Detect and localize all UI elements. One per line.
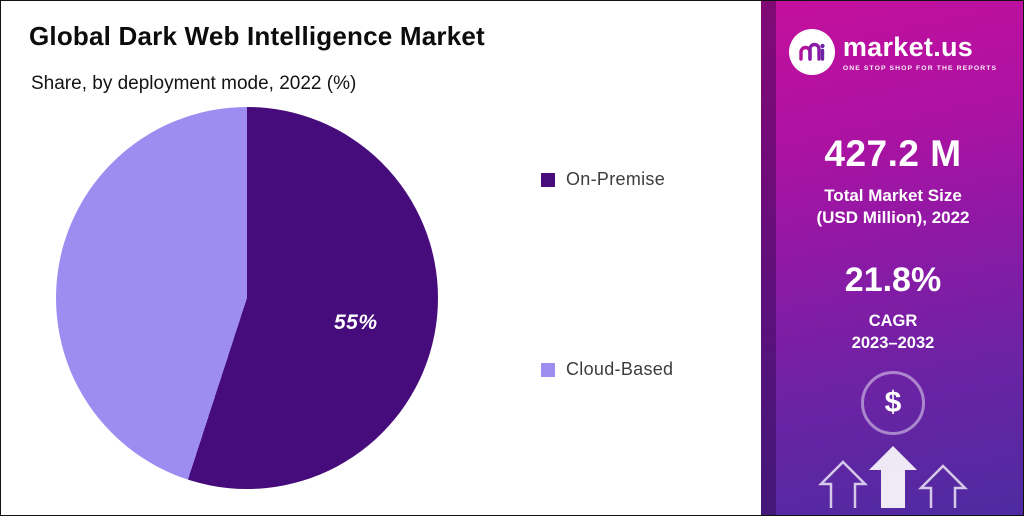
legend-item-on-premise: On-Premise (541, 169, 665, 190)
brand-row: market.us ONE STOP SHOP FOR THE REPORTS (761, 1, 1023, 75)
cagr-label-line2: 2023–2032 (851, 334, 935, 353)
page-title: Global Dark Web Intelligence Market (29, 21, 485, 51)
dollar-icon: $ (861, 370, 925, 435)
side-panel: market.us ONE STOP SHOP FOR THE REPORTS … (761, 1, 1023, 515)
dollar-wrap: $ (761, 370, 1023, 435)
market-size-label: Total Market Size (USD Million), 2022 (761, 185, 1023, 229)
brand-name: market.us (842, 32, 974, 62)
marketus-logo-icon (788, 29, 835, 75)
legend-label: Cloud-Based (566, 359, 674, 379)
legend-swatch (541, 362, 555, 377)
market-size-label-line1: Total Market Size (824, 186, 962, 205)
chart-subtitle: Share, by deployment mode, 2022 (%) (31, 73, 357, 94)
chart-area: Global Dark Web Intelligence Market Shar… (1, 1, 761, 515)
cagr-label-line1: CAGR (868, 312, 918, 331)
market-size-value: 427.2 M (824, 133, 962, 174)
legend: On-Premise Cloud-Based (541, 1, 751, 515)
cagr-value: 21.8% (844, 261, 942, 300)
legend-swatch (541, 172, 555, 187)
growth-arrows-icon (793, 446, 993, 513)
cagr-label: CAGR 2023–2032 (761, 310, 1023, 355)
legend-label: On-Premise (566, 169, 666, 189)
legend-item-cloud-based: Cloud-Based (541, 359, 673, 380)
brand-tagline: ONE STOP SHOP FOR THE REPORTS (842, 65, 998, 72)
brand-text: market.us ONE STOP SHOP FOR THE REPORTS (843, 32, 997, 72)
pie-chart: 55% (56, 107, 438, 489)
pie-slice-data-label: 55% (334, 311, 378, 334)
market-size-label-line2: (USD Million), 2022 (816, 208, 970, 228)
